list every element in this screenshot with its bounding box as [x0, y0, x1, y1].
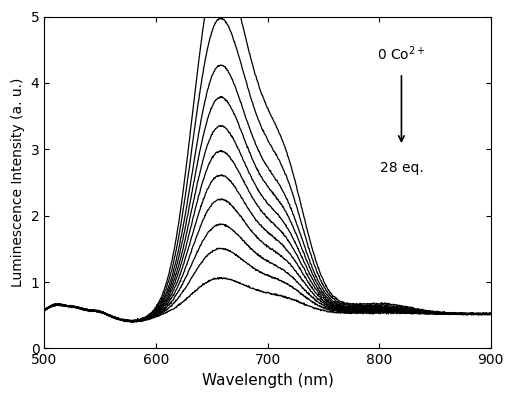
Text: 0 Co$^{2+}$: 0 Co$^{2+}$ [377, 44, 426, 63]
Text: 28 eq.: 28 eq. [380, 161, 423, 175]
Y-axis label: Luminescence Intensity (a. u.): Luminescence Intensity (a. u.) [11, 78, 25, 287]
X-axis label: Wavelength (nm): Wavelength (nm) [201, 373, 334, 388]
